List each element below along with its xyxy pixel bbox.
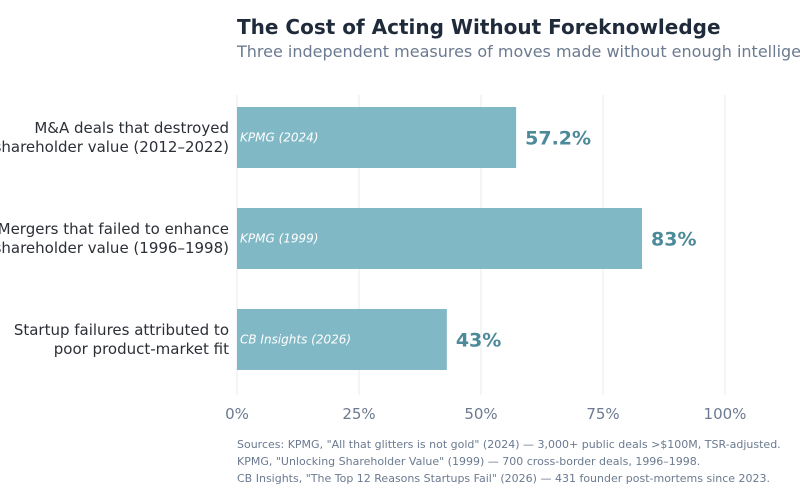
source-line: CB Insights, "The Top 12 Reasons Startup… — [237, 472, 771, 485]
x-tick-label: 50% — [464, 405, 497, 423]
category-label: M&A deals that destroyed — [34, 119, 229, 137]
source-line: Sources: KPMG, "All that glitters is not… — [237, 438, 781, 451]
chart-title: The Cost of Acting Without Foreknowledge — [237, 15, 721, 39]
value-label: 57.2% — [525, 128, 591, 150]
category-label: shareholder value (1996–1998) — [0, 239, 229, 257]
x-tick-label: 100% — [704, 405, 747, 423]
x-tick-label: 75% — [586, 405, 619, 423]
bar — [237, 208, 643, 269]
bar-source-label: KPMG (2024) — [240, 131, 318, 145]
value-label: 43% — [456, 330, 501, 352]
category-label: shareholder value (2012–2022) — [0, 138, 229, 156]
chart-subtitle: Three independent measures of moves made… — [237, 42, 800, 61]
bar-source-label: KPMG (1999) — [240, 232, 318, 246]
bar-source-label: CB Insights (2026) — [240, 333, 351, 347]
sources-note: Sources: KPMG, "All that glitters is not… — [237, 436, 781, 487]
x-tick-label: 25% — [342, 405, 375, 423]
source-line: KPMG, "Unlocking Shareholder Value" (199… — [237, 455, 701, 468]
bar — [237, 107, 517, 168]
category-label: Mergers that failed to enhance — [0, 220, 229, 238]
value-label: 83% — [651, 229, 696, 251]
bar — [237, 309, 447, 370]
x-tick-label: 0% — [225, 405, 249, 423]
category-label: Startup failures attributed to — [14, 321, 229, 339]
category-label: poor product-market fit — [54, 340, 229, 358]
